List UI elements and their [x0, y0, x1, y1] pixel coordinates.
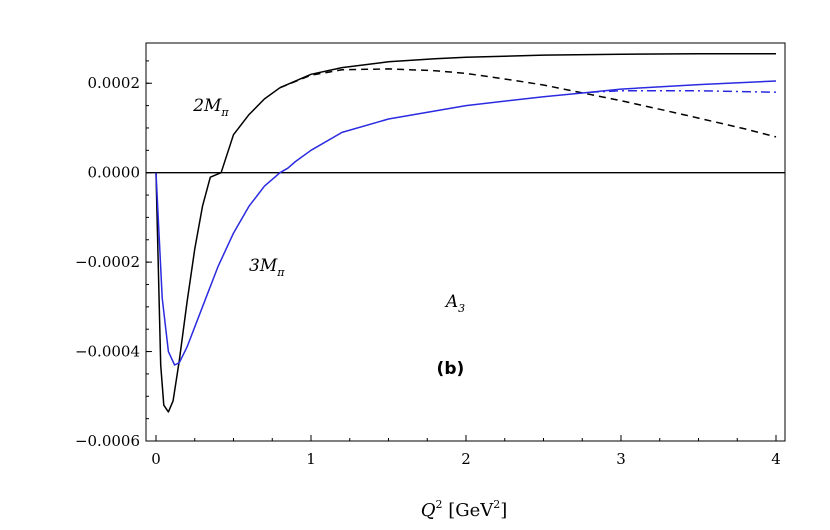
series-line-solid: [155, 52, 776, 413]
plot-frame: [145, 42, 786, 442]
label-panel: (b): [437, 359, 465, 379]
y-tick-label: 0.0000: [88, 164, 141, 182]
axis-ticks: 0 1 2 3 4 0.0002 0.0000 −0.0002 −0.0004 −0.0006: [75, 60, 781, 468]
series-line-dashdot: [589, 90, 777, 93]
series-line-dashed: [279, 68, 777, 138]
x-axis-label: Q2 [GeV2]: [421, 498, 508, 521]
x-tick-label: 0: [151, 450, 161, 468]
label-a3: A3: [444, 292, 465, 315]
annotations: 2Mπ 3Mπ A3 (b): [192, 96, 465, 379]
x-tick-label: 2: [461, 450, 471, 468]
y-tick-label: −0.0006: [75, 432, 140, 450]
label-3mpi: 3Mπ: [249, 256, 285, 279]
series-lines: [155, 52, 777, 413]
label-2mpi: 2Mπ: [192, 96, 229, 119]
series-line-solid: [155, 80, 777, 366]
y-tick-label: −0.0002: [75, 253, 140, 271]
y-tick-label: 0.0002: [88, 74, 141, 92]
x-tick-label: 1: [306, 450, 316, 468]
x-tick-label: 3: [616, 450, 626, 468]
y-tick-label: −0.0004: [75, 343, 140, 361]
x-tick-label: 4: [771, 450, 781, 468]
